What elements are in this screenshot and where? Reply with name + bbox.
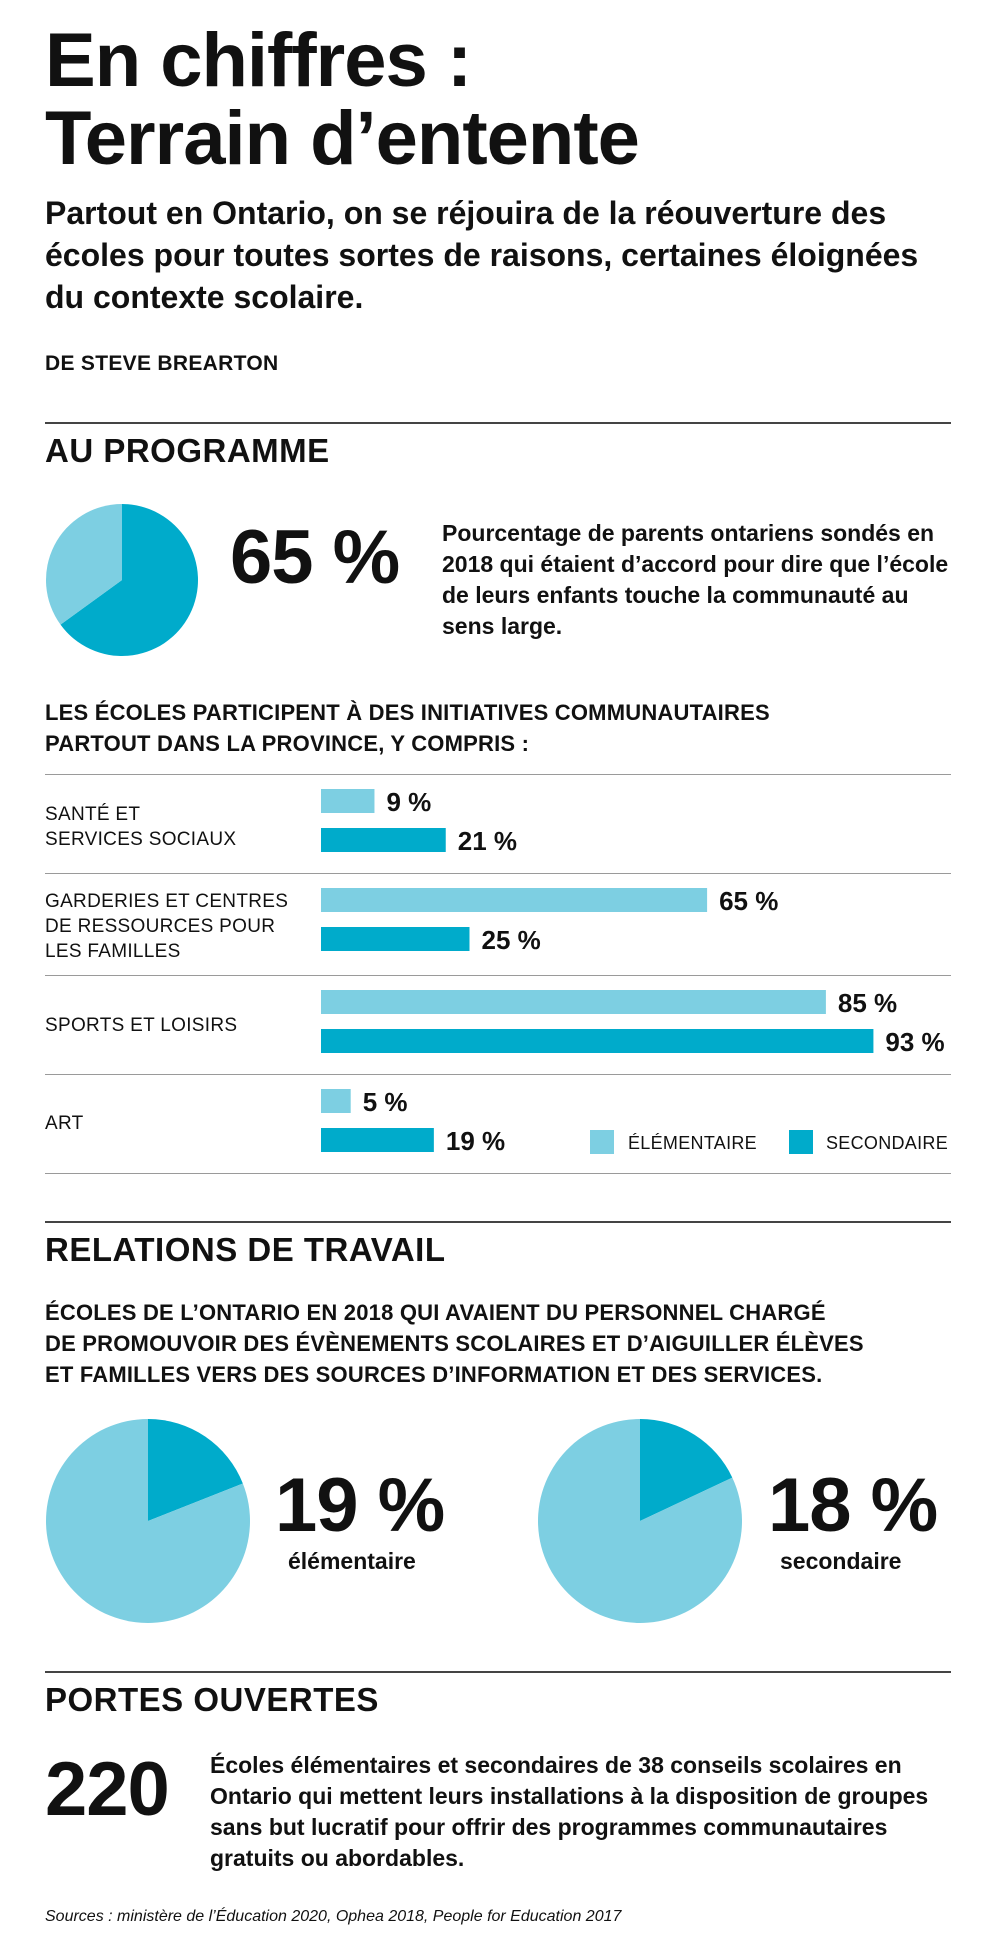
initiatives-intro-line-2: PARTOUT DANS LA PROVINCE, Y COMPRIS : bbox=[45, 731, 530, 756]
relations-description-line-2: DE PROMOUVOIR DES ÉVÈNEMENTS SCOLAIRES E… bbox=[45, 1331, 864, 1356]
bar-value-label-elementaire: 9 % bbox=[386, 787, 431, 817]
elementaire-label: élémentaire bbox=[288, 1548, 416, 1574]
programme-stat: 65 % bbox=[230, 515, 400, 600]
section-heading-relations: RELATIONS DE TRAVAIL bbox=[45, 1231, 446, 1268]
secondaire-pie-slice-rest bbox=[538, 1419, 742, 1623]
bar-elementaire bbox=[321, 990, 826, 1014]
portes-stat: 220 bbox=[45, 1747, 170, 1832]
category-label-line: SANTÉ ET bbox=[45, 804, 141, 825]
pie-chart-elementaire bbox=[46, 1419, 251, 1623]
bar-elementaire bbox=[321, 1089, 351, 1113]
bar-elementaire bbox=[321, 789, 375, 813]
legend-swatch-elementaire bbox=[590, 1130, 614, 1154]
row-divider bbox=[45, 873, 951, 874]
category-label-line: ART bbox=[45, 1113, 84, 1134]
row-divider bbox=[45, 1173, 951, 1174]
category-label-line: DE RESSOURCES POUR bbox=[45, 916, 276, 937]
section-divider-programme bbox=[45, 422, 951, 424]
category-label-line: GARDERIES ET CENTRES bbox=[45, 891, 289, 912]
row-divider bbox=[45, 1074, 951, 1075]
category-label-line: LES FAMILLES bbox=[45, 941, 181, 962]
secondaire-stat: 18 % bbox=[768, 1463, 938, 1548]
elementaire-pie-slice-rest bbox=[46, 1419, 251, 1623]
bar-secondaire bbox=[321, 927, 470, 951]
bar-value-label-secondaire: 93 % bbox=[885, 1027, 944, 1057]
initiatives-intro-line-1: LES ÉCOLES PARTICIPENT À DES INITIATIVES… bbox=[45, 700, 770, 725]
programme-pie-slice-rest bbox=[46, 504, 123, 625]
category-label-garderies: GARDERIES ET CENTRES DE RESSOURCES POUR … bbox=[45, 889, 288, 964]
sources-note: Sources : ministère de l’Éducation 2020,… bbox=[45, 1908, 622, 1925]
initiatives-intro: LES ÉCOLES PARTICIPENT À DES INITIATIVES… bbox=[45, 697, 770, 759]
bar-value-label-elementaire: 5 % bbox=[363, 1087, 408, 1117]
legend-label-secondaire: SECONDAIRE bbox=[826, 1133, 949, 1153]
elementaire-pie-slice-highlight bbox=[148, 1419, 243, 1521]
relations-description-line-1: ÉCOLES DE L’ONTARIO EN 2018 QUI AVAIENT … bbox=[45, 1300, 826, 1325]
subtitle: Partout en Ontario, on se réjouira de la… bbox=[45, 195, 919, 315]
bar-value-label-elementaire: 65 % bbox=[719, 886, 778, 916]
bar-secondaire bbox=[321, 828, 446, 852]
title-line-2: Terrain d’entente bbox=[45, 96, 640, 181]
bar-value-label-elementaire: 85 % bbox=[838, 988, 897, 1018]
programme-description: Pourcentage de parents ontariens sondés … bbox=[442, 520, 949, 639]
legend-swatch-secondaire bbox=[789, 1130, 813, 1154]
pie-chart-secondaire bbox=[538, 1419, 742, 1623]
legend-label-elementaire: ÉLÉMENTAIRE bbox=[628, 1133, 757, 1153]
bar-secondaire bbox=[321, 1029, 874, 1053]
page-title: En chiffres : Terrain d’entente bbox=[45, 18, 640, 181]
section-divider-relations bbox=[45, 1221, 951, 1223]
elementaire-stat: 19 % bbox=[275, 1463, 445, 1548]
bar-value-label-secondaire: 21 % bbox=[458, 826, 517, 856]
bar-chart-initiatives: 9 % 21 % 65 % 25 % 85 % 93 % 5 % 19 % bbox=[321, 787, 945, 1156]
category-label-art: ART bbox=[45, 1111, 84, 1136]
row-divider bbox=[45, 774, 951, 775]
category-label-line: SERVICES SOCIAUX bbox=[45, 829, 237, 850]
category-label-sports: SPORTS ET LOISIRS bbox=[45, 1013, 237, 1038]
bar-value-label-secondaire: 19 % bbox=[446, 1126, 505, 1156]
programme-pie-slice-highlight bbox=[60, 504, 198, 656]
relations-description: ÉCOLES DE L’ONTARIO EN 2018 QUI AVAIENT … bbox=[45, 1297, 864, 1390]
bar-elementaire bbox=[321, 888, 708, 912]
portes-description: Écoles élémentaires et secondaires de 38… bbox=[210, 1752, 929, 1871]
section-divider-portes bbox=[45, 1671, 951, 1673]
pie-chart-programme bbox=[46, 504, 198, 656]
row-divider bbox=[45, 975, 951, 976]
category-label-sante: SANTÉ ET SERVICES SOCIAUX bbox=[45, 802, 236, 852]
bar-value-label-secondaire: 25 % bbox=[482, 925, 541, 955]
secondaire-label: secondaire bbox=[780, 1548, 902, 1574]
section-heading-portes: PORTES OUVERTES bbox=[45, 1681, 379, 1718]
title-line-1: En chiffres : bbox=[45, 18, 472, 103]
secondaire-pie-slice-highlight bbox=[640, 1419, 733, 1521]
byline: DE STEVE BREARTON bbox=[45, 352, 279, 375]
section-heading-programme: AU PROGRAMME bbox=[45, 432, 330, 469]
bar-secondaire bbox=[321, 1128, 434, 1152]
relations-description-line-3: ET FAMILLES VERS DES SOURCES D’INFORMATI… bbox=[45, 1362, 823, 1387]
category-label-line: SPORTS ET LOISIRS bbox=[45, 1015, 238, 1036]
